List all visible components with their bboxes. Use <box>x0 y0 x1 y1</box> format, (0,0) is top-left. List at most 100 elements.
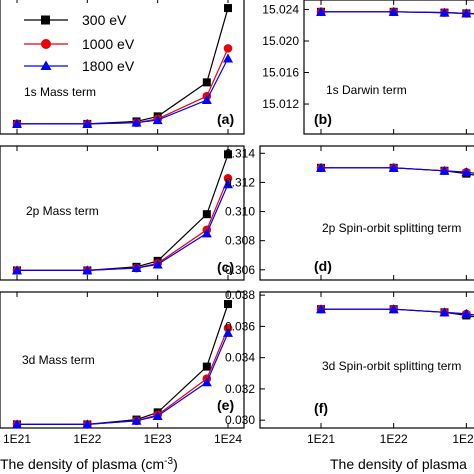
data-point-triangle <box>12 419 22 429</box>
y-tick-label: 15.012 <box>262 97 299 111</box>
x-axis-title-right: The density of plasma <box>330 456 467 472</box>
series-line <box>321 167 474 174</box>
legend-marker-square <box>41 15 50 25</box>
panel-b: 15.012 15.016 15.020 15.024 1s Darwin term (b… <box>262 0 474 135</box>
data-point-triangle <box>82 419 93 429</box>
data-point-square <box>224 300 232 309</box>
data-point-triangle <box>388 6 399 16</box>
panel-frame <box>0 291 245 429</box>
x-axis-title-superscript: -3 <box>164 456 173 467</box>
series-1800ev <box>316 162 474 177</box>
panel-label: (b) <box>314 111 332 127</box>
data-point-triangle <box>439 165 450 175</box>
data-point-triangle <box>201 377 212 387</box>
data-point-triangle <box>461 8 472 18</box>
panel-frame <box>0 0 245 135</box>
series-line <box>17 332 229 425</box>
data-point-square <box>224 4 232 13</box>
data-point-triangle <box>316 162 326 172</box>
panel-annotation: 2p Spin-orbit splitting term <box>322 221 461 235</box>
y-tick-label: 0.310 <box>225 205 255 219</box>
legend-entry-300ev: 300 eV <box>24 12 127 28</box>
panel-f: 0.030 0.032 0.034 0.036 0.038 3d Spin-orbit s… <box>225 288 474 429</box>
data-point-triangle <box>223 53 233 63</box>
panel-frame <box>259 145 474 281</box>
data-point-triangle <box>201 95 212 104</box>
y-tick-label: 0.032 <box>225 382 255 396</box>
series-1800ev <box>12 327 233 429</box>
data-point-triangle <box>201 228 212 238</box>
panel-d: 0.306 0.308 0.310 0.312 0.314 2p Spin-orbit s… <box>225 145 474 281</box>
x-tick-label: 1E23 <box>144 432 172 446</box>
data-point-triangle <box>439 307 450 317</box>
x-tick-label: 1E21 <box>3 432 31 446</box>
panel-label: (d) <box>314 258 332 274</box>
data-point-triangle <box>388 304 399 314</box>
legend-label: 1000 eV <box>82 36 135 52</box>
panel-label: (a) <box>217 111 234 127</box>
y-tick-label: 0.038 <box>225 288 255 302</box>
data-point-triangle <box>316 304 326 314</box>
x-axis-title-close: ) <box>173 456 178 472</box>
data-point-circle <box>223 174 233 183</box>
panel-annotation: 3d Spin-orbit splitting term <box>322 359 461 373</box>
data-point-triangle <box>82 118 93 128</box>
legend-marker-triangle <box>40 60 52 70</box>
panel-annotation: 1s Darwin term <box>326 83 407 97</box>
data-point-triangle <box>12 265 22 275</box>
y-tick-label: 0.030 <box>225 413 255 427</box>
y-tick-label: 0.308 <box>225 234 255 248</box>
data-point-triangle <box>439 7 450 17</box>
data-point-triangle <box>82 265 93 275</box>
series-1800ev <box>316 304 474 318</box>
data-point-triangle <box>152 410 163 420</box>
series-line <box>17 184 229 271</box>
panel-c: 2p Mass term (c) <box>0 145 245 281</box>
series-line <box>17 58 229 125</box>
x-tick-label: 1E22 <box>380 432 408 446</box>
legend-entry-1800ev: 1800 eV <box>24 58 135 74</box>
y-tick-label: 15.016 <box>262 66 299 80</box>
panel-frame <box>259 291 474 429</box>
data-point-triangle <box>223 179 233 189</box>
series-line <box>321 308 474 316</box>
data-point-triangle <box>131 117 142 127</box>
panel-frame <box>0 145 245 281</box>
data-point-triangle <box>131 263 142 273</box>
data-point-square <box>202 210 211 219</box>
panel-annotation: 2p Mass term <box>26 204 99 218</box>
series-1800ev <box>316 6 474 18</box>
y-tick-label: 0.036 <box>225 319 255 333</box>
x-tick-label: 1E21 <box>307 432 335 446</box>
data-point-triangle <box>223 327 233 337</box>
y-tick-label: 0.306 <box>225 263 255 277</box>
legend-entry-1000ev: 1000 eV <box>24 36 135 52</box>
y-tick-label: 15.020 <box>262 34 299 48</box>
panel-a: 1s Mass term (a) <box>0 0 245 135</box>
data-point-triangle <box>152 259 163 269</box>
panel-label: (f) <box>314 400 328 416</box>
data-point-triangle <box>461 308 472 318</box>
y-tick-label: 15.024 <box>262 2 299 16</box>
x-tick-label: 1E22 <box>73 432 101 446</box>
legend: 300 eV 1000 eV 1800 eV <box>24 12 135 74</box>
data-point-triangle <box>131 415 142 425</box>
legend-marker-circle <box>41 39 51 49</box>
y-tick-label: 0.312 <box>225 175 255 189</box>
data-point-square <box>202 78 211 87</box>
panel-label: (e) <box>217 397 234 413</box>
data-point-triangle <box>388 162 399 172</box>
data-point-square <box>224 150 232 159</box>
data-point-triangle <box>316 6 326 16</box>
y-tick-label: 0.314 <box>225 146 255 160</box>
legend-label: 1800 eV <box>82 58 135 74</box>
data-point-square <box>202 362 211 371</box>
legend-label: 300 eV <box>82 12 127 28</box>
x-axis-title-text: The density of plasma (cm <box>0 456 164 472</box>
panel-label: (c) <box>217 259 234 275</box>
panel-annotation: 3d Mass term <box>22 353 95 367</box>
panel-annotation: 1s Mass term <box>24 85 96 99</box>
panel-e: 3d Mass term (e) <box>0 291 245 429</box>
x-axis-title-left: The density of plasma (cm-3) <box>0 456 178 472</box>
